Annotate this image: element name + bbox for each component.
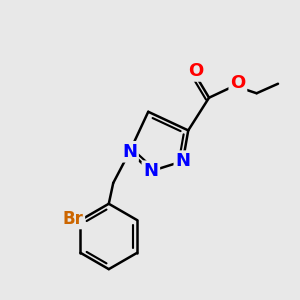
Text: N: N xyxy=(175,152,190,170)
Text: O: O xyxy=(188,62,203,80)
Text: Br: Br xyxy=(63,210,83,228)
Text: N: N xyxy=(122,143,137,161)
Text: O: O xyxy=(230,74,245,92)
Text: N: N xyxy=(143,162,158,180)
